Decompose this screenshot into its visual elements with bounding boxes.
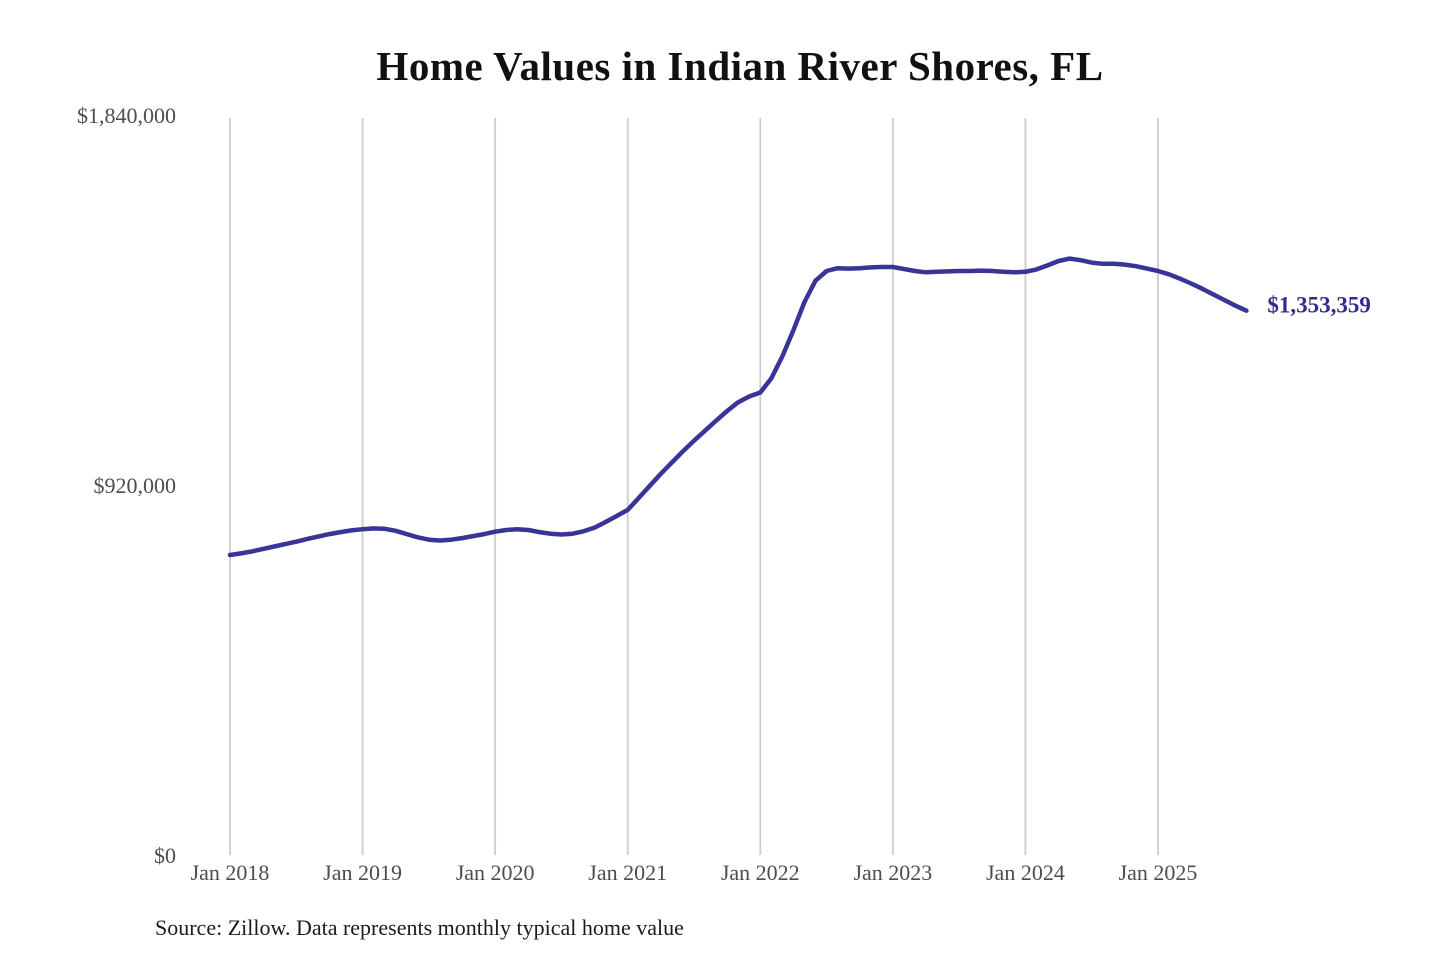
latest-value-label: $1,353,359 (1267, 293, 1371, 318)
y-axis-tick-label: $920,000 (94, 473, 177, 498)
x-axis-tick-label: Jan 2025 (1119, 860, 1198, 885)
source-note: Source: Zillow. Data represents monthly … (155, 915, 684, 940)
x-axis-tick-label: Jan 2022 (721, 860, 800, 885)
x-axis-tick-label: Jan 2018 (191, 860, 270, 885)
x-axis-tick-label: Jan 2020 (456, 860, 535, 885)
chart-title: Home Values in Indian River Shores, FL (376, 43, 1104, 89)
x-axis-tick-label: Jan 2021 (588, 860, 667, 885)
y-axis-tick-label: $1,840,000 (77, 103, 176, 128)
y-axis-tick-label: $0 (154, 843, 176, 868)
x-axis-tick-label: Jan 2019 (323, 860, 402, 885)
home-value-series-line (227, 256, 1249, 558)
x-axis-tick-label: Jan 2023 (853, 860, 932, 885)
x-axis-tick-label: Jan 2024 (986, 860, 1065, 885)
